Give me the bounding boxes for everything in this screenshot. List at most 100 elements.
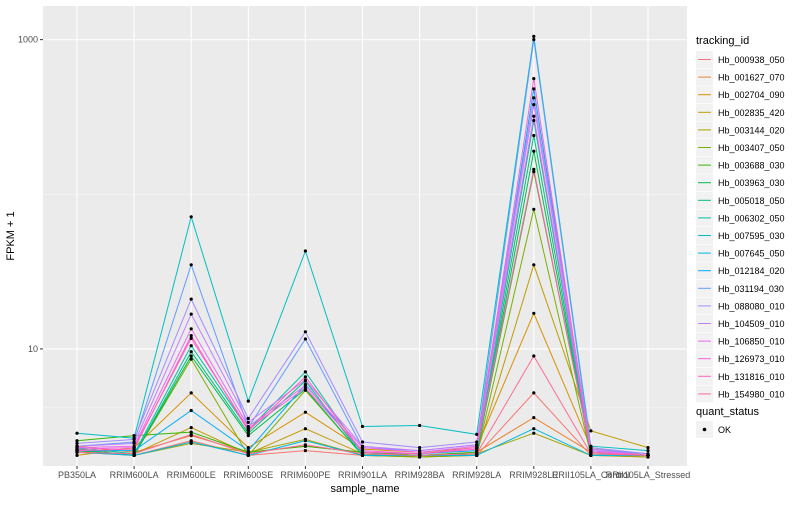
- data-point: [132, 447, 136, 451]
- data-point: [189, 297, 193, 301]
- data-point: [132, 452, 136, 456]
- data-point: [303, 378, 307, 382]
- legend-label: Hb_001627_070: [718, 73, 785, 83]
- data-point: [132, 434, 136, 438]
- data-point: [189, 350, 193, 354]
- data-point: [189, 357, 193, 361]
- data-point: [418, 446, 422, 450]
- x-tick-label: RRIM600SE: [223, 470, 273, 480]
- data-point: [246, 427, 250, 431]
- data-point: [189, 426, 193, 430]
- y-tick-label: 10: [28, 344, 38, 354]
- data-point: [532, 118, 536, 123]
- data-point: [246, 416, 250, 421]
- legend-label: Hb_005018_050: [718, 196, 785, 206]
- legend-label: Hb_002704_090: [718, 90, 785, 100]
- data-point: [532, 263, 536, 267]
- data-point: [303, 249, 307, 253]
- legend-label: Hb_007595_030: [718, 231, 785, 241]
- legend2-label: OK: [718, 425, 731, 435]
- data-point: [189, 334, 193, 338]
- data-point: [532, 103, 536, 107]
- y-axis: 10 1000: [18, 35, 43, 354]
- legend-label: Hb_007645_050: [718, 249, 785, 259]
- legend-quant-status: quant_status OK: [696, 406, 759, 438]
- data-point: [532, 170, 536, 174]
- x-axis: PB350LA RRIM600LA RRIM600LE RRIM600SE RRIM60…: [58, 466, 690, 480]
- data-point: [75, 439, 79, 443]
- data-point: [246, 424, 250, 429]
- data-point: [189, 430, 193, 434]
- legend2-title: quant_status: [696, 406, 759, 418]
- data-point: [189, 344, 193, 348]
- legend-label: Hb_012184_020: [718, 266, 785, 276]
- legend-label: Hb_003688_030: [718, 161, 785, 171]
- legend-label: Hb_106850_010: [718, 337, 785, 347]
- data-point: [589, 452, 593, 456]
- data-point: [246, 434, 250, 438]
- data-point: [303, 337, 307, 341]
- y-axis-title: FPKM + 1: [5, 211, 17, 260]
- data-point: [532, 77, 536, 81]
- data-point: [75, 450, 79, 454]
- x-tick-label: RRIM928LE: [509, 470, 558, 480]
- data-point: [303, 443, 307, 447]
- data-point: [303, 427, 307, 431]
- data-point: [189, 432, 193, 436]
- data-point: [75, 441, 79, 445]
- data-point: [475, 432, 479, 436]
- legend-label: Hb_003407_050: [718, 143, 785, 153]
- data-point: [532, 133, 536, 138]
- x-axis-title: sample_name: [330, 483, 399, 495]
- data-point: [189, 391, 193, 395]
- data-point: [303, 410, 307, 414]
- data-point: [646, 449, 650, 453]
- data-point: [303, 449, 307, 453]
- data-point: [532, 96, 536, 100]
- data-point: [303, 375, 307, 379]
- data-point: [189, 440, 193, 444]
- x-tick-label: RRIM928BA: [395, 470, 445, 480]
- legend-label: Hb_006302_050: [718, 213, 785, 223]
- data-point: [189, 336, 193, 340]
- data-point: [532, 431, 536, 435]
- x-tick-label: PB350LA: [58, 470, 96, 480]
- data-point: [475, 447, 479, 451]
- legend-items: Hb_000938_050 Hb_001627_070 Hb_002704_090 H…: [696, 51, 785, 403]
- x-tick-label: RRIM600LA: [110, 470, 159, 480]
- data-point: [532, 207, 536, 211]
- x-tick-label: RRIM928LA: [452, 470, 501, 480]
- legend-label: Hb_104509_010: [718, 319, 785, 329]
- data-point: [246, 446, 250, 450]
- data-point: [246, 449, 250, 453]
- legend-label: Hb_002835_420: [718, 108, 785, 118]
- x-tick-label: RRIM600PE: [280, 470, 330, 480]
- data-point: [532, 311, 536, 315]
- legend-label: Hb_000938_050: [718, 55, 785, 65]
- legend-label: Hb_126973_010: [718, 354, 785, 364]
- data-point: [246, 420, 250, 424]
- data-point: [303, 439, 307, 443]
- grid-major: [43, 6, 687, 466]
- data-point: [360, 446, 365, 450]
- data-point: [189, 263, 193, 267]
- legend-label: Hb_031194_030: [718, 284, 784, 294]
- data-point: [189, 408, 193, 413]
- data-point: [475, 452, 479, 456]
- legend2-items: OK: [696, 421, 731, 438]
- data-point: [418, 423, 422, 428]
- data-point: [532, 416, 536, 420]
- data-point: [360, 452, 365, 456]
- data-point: [532, 391, 536, 395]
- data-point: [646, 453, 650, 457]
- data-point: [246, 399, 250, 403]
- legend-label: Hb_154980_010: [718, 389, 785, 399]
- data-point: [246, 431, 250, 435]
- data-point: [532, 427, 536, 431]
- data-point: [189, 312, 193, 316]
- legend-label: Hb_088080_010: [718, 301, 785, 311]
- data-point: [246, 429, 250, 433]
- legend-label: Hb_003963_030: [718, 178, 785, 188]
- data-point: [189, 354, 193, 358]
